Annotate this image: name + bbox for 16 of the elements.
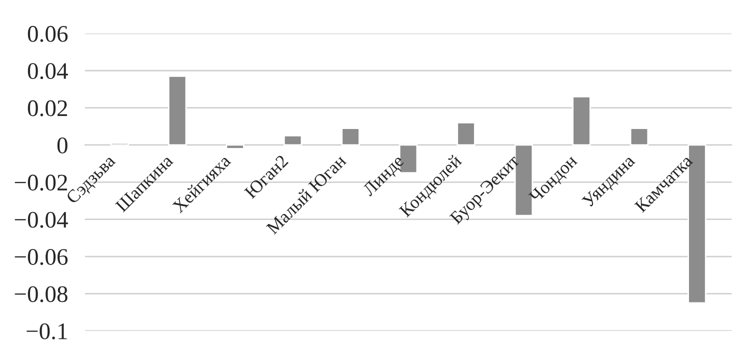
y-tick-label: −0.08: [14, 286, 68, 302]
bar: [572, 96, 591, 146]
y-tick-label: 0.06: [28, 26, 68, 42]
y-tick-label: −0.04: [14, 212, 68, 228]
bar: [341, 128, 360, 146]
y-tick-label: 0.02: [28, 100, 68, 116]
bar: [283, 134, 302, 146]
y-tick-label: −0.06: [14, 249, 68, 266]
bar: [226, 144, 244, 150]
bar: [630, 128, 649, 146]
y-tick-label: 0.04: [28, 63, 68, 80]
y-tick-label: −0.1: [26, 323, 67, 340]
y-tick-label: 0: [57, 137, 68, 154]
y-tick-label: −0.02: [14, 174, 68, 191]
bar: [456, 122, 476, 146]
bar: [168, 76, 187, 146]
